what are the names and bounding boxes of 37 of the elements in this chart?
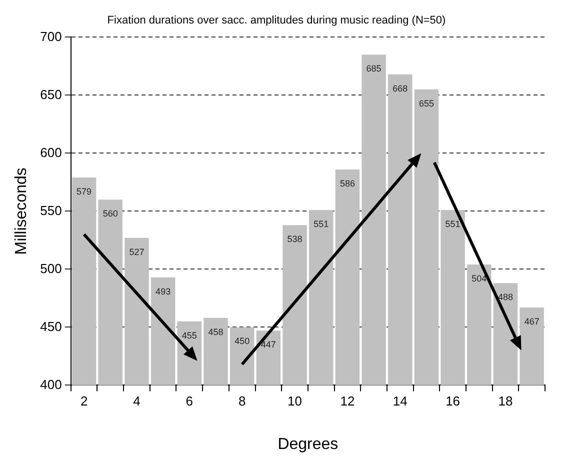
x-tick-label: 6 — [186, 394, 194, 409]
data-label: 493 — [156, 286, 171, 296]
x-axis-title: Degrees — [278, 436, 338, 453]
x-tick-label: 8 — [238, 394, 246, 409]
data-label: 488 — [498, 292, 514, 302]
data-label: 579 — [76, 186, 92, 197]
x-tick-label: 12 — [340, 394, 355, 409]
y-tick-label: 600 — [40, 144, 62, 160]
data-label: 450 — [234, 336, 250, 346]
data-label: 551 — [445, 219, 460, 230]
x-tick-label: 2 — [80, 394, 88, 409]
data-label: 586 — [340, 178, 355, 188]
data-label: 447 — [260, 340, 276, 350]
x-tick-label: 10 — [288, 394, 302, 409]
data-label: 504 — [472, 274, 487, 284]
data-label: 655 — [418, 98, 434, 108]
data-label: 685 — [366, 64, 382, 74]
y-tick-label: 700 — [40, 28, 62, 44]
data-label: 455 — [182, 330, 197, 340]
y-tick-label: 400 — [40, 376, 62, 392]
data-label: 560 — [102, 208, 118, 219]
data-label: 467 — [524, 316, 540, 326]
data-label: 527 — [129, 246, 144, 257]
x-tick-label: 16 — [446, 394, 460, 409]
x-tick-label: 4 — [133, 394, 140, 409]
chart-title: Fixation durations over sacc. amplitudes during music reading (N=50) — [107, 14, 446, 27]
y-tick-label: 650 — [40, 86, 62, 102]
y-axis-title: Milliseconds — [13, 168, 30, 255]
data-label: 668 — [392, 83, 408, 94]
x-tick-label: 14 — [392, 394, 408, 409]
y-tick-label: 450 — [40, 318, 62, 334]
data-label: 458 — [208, 326, 224, 337]
x-tick-label: 18 — [498, 394, 513, 409]
data-label: 538 — [287, 234, 302, 244]
data-label: 551 — [314, 219, 329, 230]
y-tick-label: 500 — [40, 260, 62, 276]
y-tick-label: 550 — [40, 202, 62, 218]
